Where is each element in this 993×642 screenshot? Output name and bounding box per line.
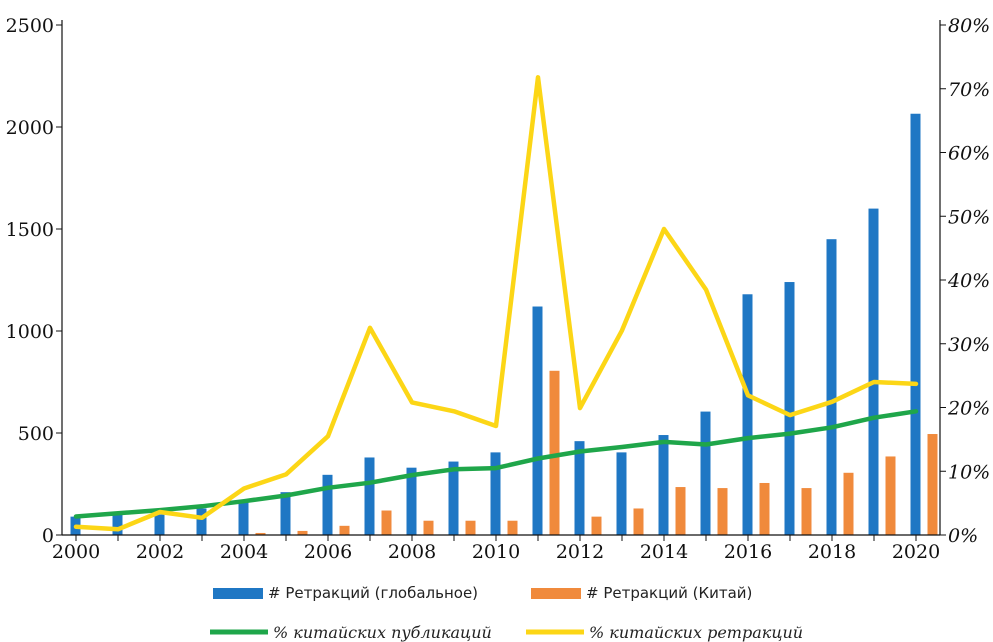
bar-global-2005 <box>280 492 291 535</box>
x-tick-label: 2010 <box>472 541 520 563</box>
bar-china-2015 <box>717 488 728 535</box>
bars-china-series <box>255 370 938 535</box>
axes: 0 500 1000 1500 2000 2500 0% 10% 20% 30% 40% 50% 60%… <box>6 15 991 563</box>
bar-china-2010 <box>507 520 518 535</box>
bar-global-2011 <box>532 306 543 535</box>
bar-global-2004 <box>238 500 249 535</box>
left-tick-label: 2500 <box>6 15 54 37</box>
left-tick-label: 1500 <box>6 219 54 241</box>
right-tick-label: 30% <box>948 334 990 356</box>
bar-global-2003 <box>196 508 207 535</box>
bar-global-2018 <box>826 239 837 535</box>
legend-label-china-retractions-pct: % китайских ретракций <box>589 623 803 642</box>
bar-china-2016 <box>759 482 770 535</box>
left-tick-label: 500 <box>18 423 54 445</box>
x-tick-label: 2000 <box>52 541 100 563</box>
bar-global-2015 <box>700 411 711 535</box>
right-tick-label: 60% <box>948 143 990 165</box>
right-tick-label: 40% <box>947 270 990 292</box>
x-tick-label: 2016 <box>724 541 772 563</box>
line-series <box>73 75 919 532</box>
legend-swatch-global-retractions <box>213 588 263 599</box>
bar-china-2014 <box>675 487 686 535</box>
bar-global-2020 <box>910 113 921 536</box>
legend-label-global-retractions: # Ретракций (глобальное) <box>268 584 478 602</box>
legend-swatch-china-retractions <box>531 588 581 599</box>
bar-china-2008 <box>423 520 434 535</box>
x-tick-label: 2018 <box>808 541 856 563</box>
bar-china-2020 <box>927 434 938 535</box>
bar-global-2019 <box>868 208 879 535</box>
bar-global-2006 <box>322 474 333 535</box>
legend-label-china-publications-pct: % китайских публикаций <box>273 623 492 642</box>
bars-global-series <box>70 113 921 536</box>
right-tick-label: 70% <box>948 79 990 101</box>
x-tick-label: 2004 <box>220 541 268 563</box>
bar-china-2013 <box>633 508 644 535</box>
x-tick-label: 2014 <box>640 541 688 563</box>
bar-global-2002 <box>154 514 165 535</box>
right-tick-label: 10% <box>948 461 990 483</box>
legend-label-china-retractions: # Ретракций (Китай) <box>586 584 752 602</box>
x-tick-label: 2020 <box>892 541 940 563</box>
right-tick-label: 20% <box>947 398 990 420</box>
x-tick-label: 2008 <box>388 541 436 563</box>
bar-china-2012 <box>591 516 602 535</box>
line-china-retractions-pct <box>73 75 919 532</box>
bar-china-2011 <box>549 370 560 535</box>
bar-china-2017 <box>801 488 812 535</box>
x-tick-label: 2012 <box>556 541 604 563</box>
bar-global-2010 <box>490 452 501 535</box>
bar-global-2009 <box>448 461 459 535</box>
bar-global-2014 <box>658 435 669 535</box>
bar-global-2016 <box>742 294 753 535</box>
left-tick-label: 0 <box>42 525 54 547</box>
line-china-publications-pct <box>73 409 919 519</box>
left-tick-label: 2000 <box>6 117 54 139</box>
bar-global-2013 <box>616 452 627 535</box>
bar-global-2017 <box>784 282 795 535</box>
bar-global-2012 <box>574 441 585 535</box>
right-tick-label: 80% <box>948 15 990 37</box>
bar-china-2005 <box>297 530 308 535</box>
bar-china-2018 <box>843 472 854 535</box>
legend: # Ретракций (глобальное) # Ретракций (Кит… <box>210 584 803 642</box>
left-tick-label: 1000 <box>6 321 54 343</box>
bar-global-2008 <box>406 467 417 535</box>
bar-china-2006 <box>339 525 350 535</box>
bar-global-2001 <box>112 514 123 535</box>
right-tick-label: 50% <box>948 206 990 228</box>
bar-china-2007 <box>381 510 392 535</box>
bar-global-2007 <box>364 457 375 535</box>
bar-china-2009 <box>465 520 476 535</box>
right-tick-label: 0% <box>948 525 978 547</box>
x-tick-label: 2002 <box>136 541 184 563</box>
bar-china-2004 <box>255 532 266 535</box>
bar-china-2019 <box>885 456 896 535</box>
x-tick-label: 2006 <box>304 541 352 563</box>
